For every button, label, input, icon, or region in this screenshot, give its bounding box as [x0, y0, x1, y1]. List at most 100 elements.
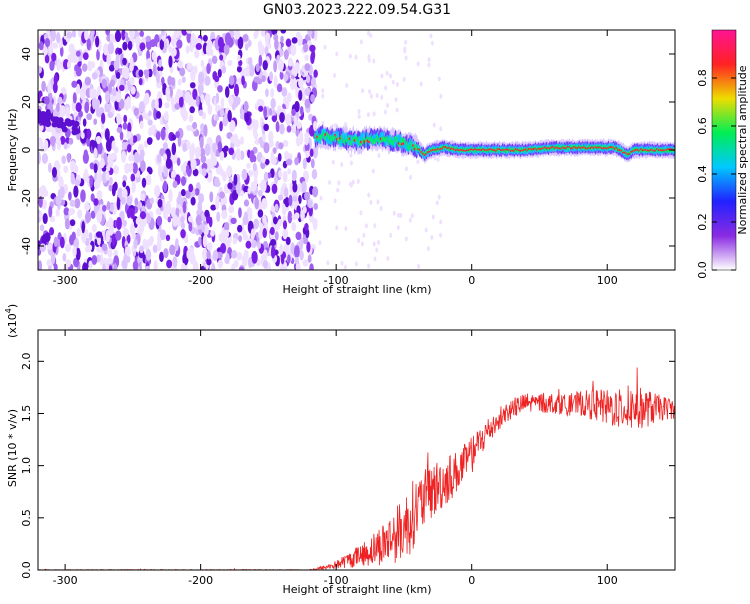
- heatmap-cell: [279, 243, 284, 256]
- heatmap-cell: [251, 250, 258, 264]
- heatmap-cell: [69, 199, 76, 208]
- heatmap-cell: [244, 110, 250, 123]
- heatmap-cell: [299, 130, 304, 141]
- heatmap-cell: [84, 30, 89, 41]
- heatmap-cell: [369, 199, 373, 205]
- heatmap-cell: [177, 78, 182, 86]
- heatmap-cell: [192, 121, 198, 130]
- heatmap-cell: [160, 127, 166, 141]
- heatmap-cell: [204, 143, 211, 157]
- heatmap-cell: [201, 162, 208, 171]
- heatmap-cell: [439, 232, 443, 238]
- heatmap-cells: [38, 30, 443, 270]
- heatmap-cell: [267, 172, 272, 179]
- heatmap-cell: [391, 79, 395, 85]
- heatmap-cell: [427, 62, 431, 68]
- heatmap-cell: [304, 54, 309, 62]
- heatmap-cell: [129, 56, 134, 68]
- heatmap-cell: [164, 102, 170, 109]
- heatmap-cell: [236, 54, 241, 62]
- heatmap-cell: [359, 39, 363, 45]
- heatmap-cell: [194, 146, 202, 159]
- heatmap-cell: [223, 145, 229, 152]
- heatmap-cell: [216, 211, 221, 222]
- heatmap-cell: [389, 232, 393, 238]
- heatmap-cell: [283, 96, 288, 105]
- heatmap-cell: [282, 139, 289, 148]
- heatmap-cell: [188, 221, 193, 232]
- heatmap-cell: [95, 109, 103, 118]
- heatmap-cell: [304, 63, 311, 72]
- heatmap-cell: [126, 196, 133, 206]
- heatmap-cell: [287, 210, 293, 224]
- heatmap-cell: [124, 83, 129, 93]
- heatmap-cell: [296, 205, 301, 215]
- heatmap-cell: [177, 90, 184, 98]
- heatmap-cell: [386, 256, 390, 262]
- heatmap-cell: [52, 42, 59, 49]
- heatmap-cell: [336, 187, 340, 193]
- heatmap-cell: [74, 198, 81, 209]
- heatmap-cell: [240, 136, 244, 145]
- heatmap-cell: [80, 89, 86, 101]
- y-tick-label: -20: [20, 189, 33, 207]
- heatmap-cell: [143, 69, 150, 76]
- heatmap-cell: [186, 31, 192, 44]
- heatmap-cell: [82, 151, 90, 164]
- heatmap-cell: [436, 157, 440, 163]
- heatmap-cell: [354, 54, 358, 60]
- heatmap-cell: [148, 167, 153, 175]
- heatmap-cell: [285, 158, 292, 166]
- heatmap-cell: [50, 251, 56, 265]
- heatmap-cell: [119, 131, 124, 141]
- heatmap-cell: [298, 77, 304, 89]
- heatmap-cell: [72, 92, 77, 104]
- heatmap-cell: [116, 127, 123, 134]
- heatmap-cell: [294, 212, 300, 220]
- heatmap-cell: [227, 182, 233, 190]
- heatmap-cell: [75, 247, 81, 261]
- heatmap-cell: [95, 135, 102, 145]
- heatmap-cell: [52, 109, 57, 119]
- heatmap-cell: [75, 102, 82, 113]
- svg-text:(x104): (x104): [4, 304, 19, 338]
- snr-exponent-close: ): [6, 304, 19, 308]
- heatmap-cell: [154, 184, 161, 198]
- heatmap-cell: [84, 76, 92, 86]
- heatmap-cell: [47, 82, 52, 94]
- heatmap-cell: [243, 211, 249, 223]
- heatmap-cell: [224, 86, 230, 98]
- heatmap-cell: [67, 60, 71, 70]
- heatmap-cell: [110, 95, 117, 103]
- heatmap-cell: [217, 141, 223, 153]
- snr-exponent-power: 4: [4, 308, 13, 313]
- heatmap-cell: [238, 207, 242, 219]
- heatmap-cell: [217, 85, 223, 93]
- heatmap-cell: [291, 123, 297, 134]
- heatmap-cell: [261, 198, 268, 210]
- heatmap-cell: [127, 122, 132, 134]
- heatmap-cell: [180, 262, 186, 270]
- heatmap-cell: [38, 260, 43, 270]
- heatmap-cell: [312, 186, 319, 198]
- heatmap-cell: [310, 77, 316, 88]
- heatmap-cell: [204, 75, 211, 86]
- heatmap-cell: [345, 83, 349, 89]
- heatmap-cell: [84, 228, 89, 238]
- heatmap-cell: [198, 109, 204, 117]
- heatmap-cell: [419, 81, 423, 87]
- heatmap-cell: [256, 78, 263, 85]
- heatmap-cell: [296, 121, 302, 129]
- heatmap-cell: [129, 30, 136, 39]
- heatmap-cell: [86, 137, 91, 147]
- heatmap-cell: [123, 114, 128, 123]
- heatmap-cell: [246, 162, 251, 170]
- heatmap-cell: [115, 71, 121, 80]
- heatmap-cell: [72, 121, 79, 128]
- heatmap-cell: [39, 224, 45, 232]
- figure-title: GN03.2023.222.09.54.G31: [263, 2, 451, 18]
- heatmap-cell: [284, 197, 290, 208]
- heatmap-cell: [122, 180, 127, 188]
- heatmap-cell: [294, 256, 300, 266]
- heatmap-cell: [189, 43, 194, 53]
